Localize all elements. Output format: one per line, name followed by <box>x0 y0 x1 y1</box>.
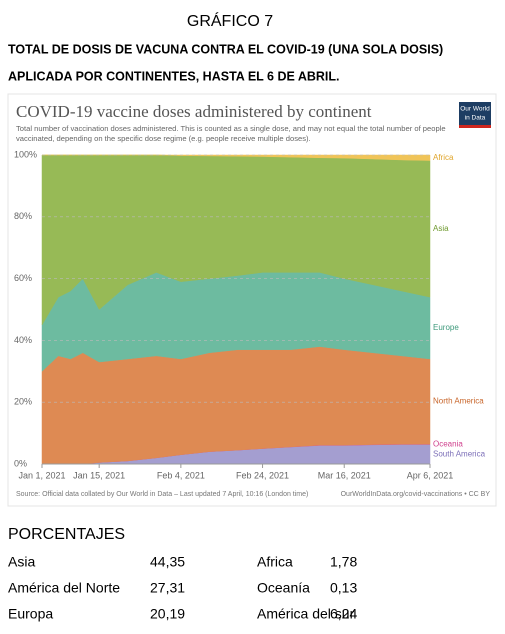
logo <box>459 102 491 128</box>
series-label: North America <box>433 397 484 406</box>
series-label: Europe <box>433 323 459 332</box>
table-cell: 0,13 <box>330 580 357 596</box>
table-cell: América del sur <box>257 606 355 622</box>
series-label: Oceania <box>433 439 463 448</box>
chart-subtitle: Total number of vaccination doses admini… <box>16 124 446 133</box>
series-label: South America <box>433 449 486 458</box>
table-cell: Asia <box>8 554 35 570</box>
x-tick-label: Jan 1, 2021 <box>18 470 65 480</box>
table-cell: 27,31 <box>150 580 185 596</box>
logo-text: Our World <box>460 106 490 113</box>
y-tick-label: 40% <box>14 335 32 345</box>
series-label: Asia <box>433 224 449 233</box>
page-title: GRÁFICO 7 <box>187 11 273 30</box>
series-label: Africa <box>433 153 454 162</box>
y-tick-label: 80% <box>14 211 32 221</box>
y-tick-label: 0% <box>14 458 27 468</box>
table-cell: 44,35 <box>150 554 185 570</box>
table-cell: Africa <box>257 554 293 570</box>
y-tick-label: 20% <box>14 397 32 407</box>
table-cell: 1,78 <box>330 554 357 570</box>
x-tick-label: Apr 6, 2021 <box>407 470 454 480</box>
table-cell: América del Norte <box>8 580 120 596</box>
y-tick-label: 60% <box>14 273 32 283</box>
x-tick-label: Jan 15, 2021 <box>73 470 125 480</box>
heading-line: TOTAL DE DOSIS DE VACUNA CONTRA EL COVID… <box>8 42 443 56</box>
source-url: OurWorldInData.org/covid-vaccinations • … <box>341 491 491 498</box>
area <box>42 154 431 161</box>
table-cell: Oceanía <box>257 580 310 596</box>
table-cell: 6,24 <box>330 606 357 622</box>
table-title: PORCENTAJES <box>8 526 125 543</box>
x-tick-label: Feb 24, 2021 <box>236 470 289 480</box>
table-cell: Europa <box>8 606 53 622</box>
heading-line: APLICADA POR CONTINENTES, HASTA EL 6 DE … <box>8 69 340 83</box>
x-tick-label: Mar 16, 2021 <box>318 470 371 480</box>
chart-title: COVID-19 vaccine doses administered by c… <box>16 102 372 121</box>
logo-bar <box>459 125 491 128</box>
x-tick-label: Feb 4, 2021 <box>157 470 205 480</box>
chart-subtitle: vaccinated, depending on the specific do… <box>16 134 311 143</box>
source: Source: Official data collated by Our Wo… <box>16 491 308 498</box>
table: Asia 44,35 Africa 1,78 América del Norte 27,3… <box>8 554 357 622</box>
y-tick-label: 100% <box>14 149 37 159</box>
table-cell: 20,19 <box>150 606 185 622</box>
logo-text: in Data <box>465 115 486 122</box>
